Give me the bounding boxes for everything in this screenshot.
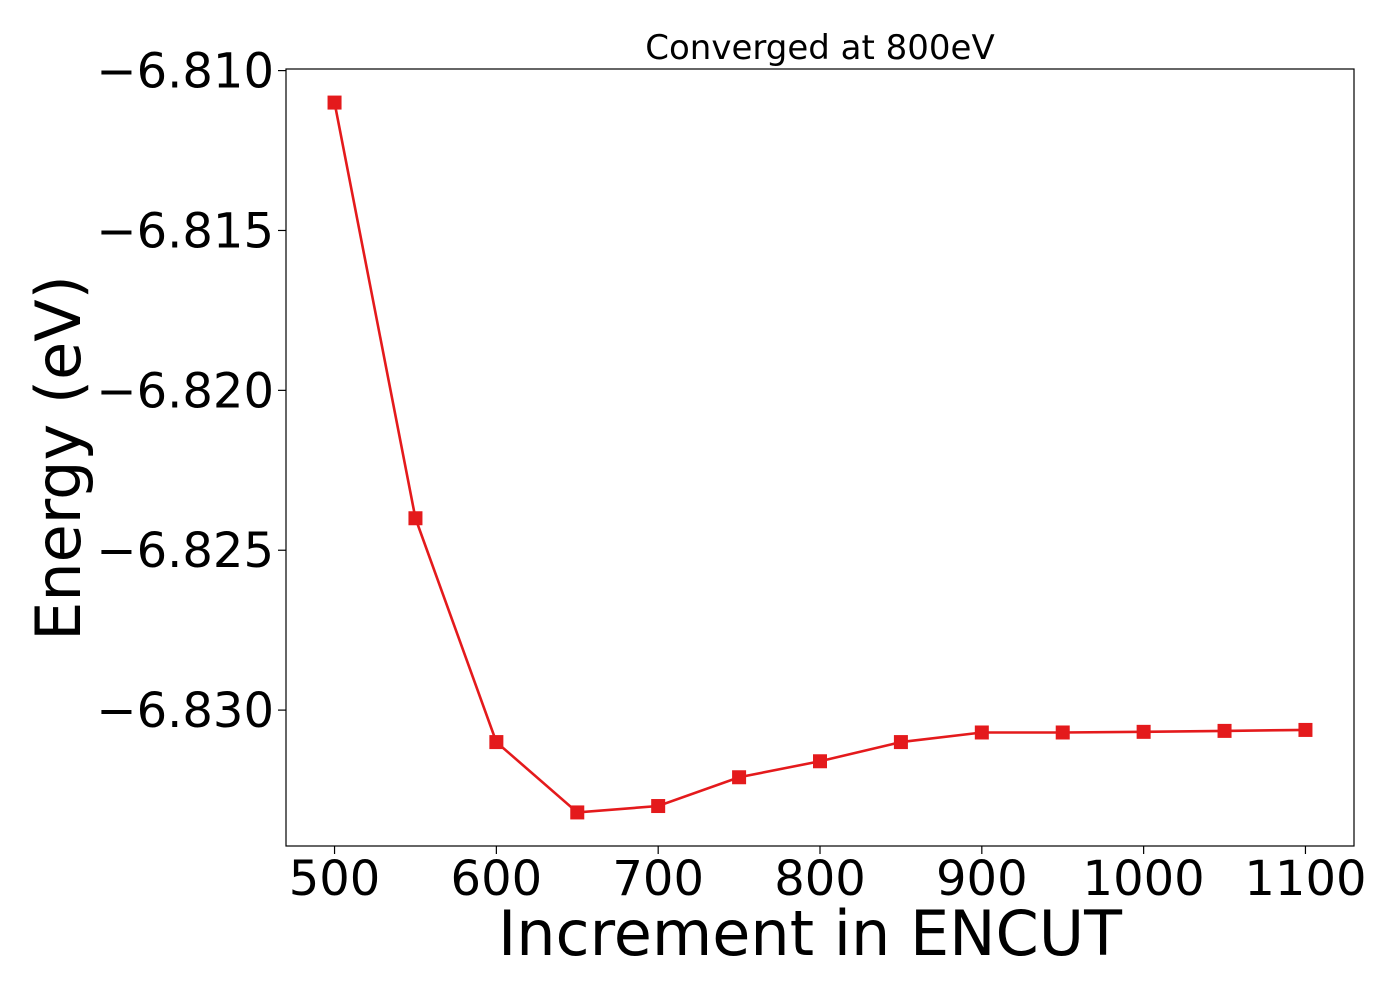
chart-title: Converged at 800eV bbox=[645, 28, 994, 68]
x-tick-label: 900 bbox=[936, 851, 1028, 907]
data-point-marker bbox=[1136, 724, 1151, 739]
y-axis-ticks: −6.810 −6.815 −6.820 −6.825 −6.830 bbox=[96, 44, 286, 739]
data-point-marker bbox=[974, 725, 989, 740]
data-point-marker bbox=[1217, 723, 1232, 738]
series-layer bbox=[327, 95, 1313, 820]
y-tick-label: −6.815 bbox=[96, 203, 274, 259]
data-point-marker bbox=[732, 770, 747, 785]
data-point-marker bbox=[893, 735, 908, 750]
plot-area-frame bbox=[285, 68, 1355, 847]
data-point-marker bbox=[813, 754, 827, 769]
x-tick-label: 500 bbox=[289, 851, 381, 907]
data-point-marker bbox=[651, 799, 666, 814]
x-axis-label: Increment in ENCUT bbox=[498, 897, 1123, 970]
data-point-marker bbox=[1055, 725, 1070, 740]
data-point-marker bbox=[1298, 722, 1313, 737]
y-tick-label: −6.825 bbox=[96, 523, 274, 579]
data-point-marker bbox=[570, 805, 585, 820]
y-tick-label: −6.810 bbox=[96, 44, 274, 100]
x-tick-label: 800 bbox=[774, 851, 866, 907]
y-axis-label: Energy (eV) bbox=[22, 275, 95, 641]
x-axis-ticks: 500 600 700 800 900 1000 1100 bbox=[289, 846, 1367, 907]
x-tick-label: 600 bbox=[451, 851, 543, 907]
y-tick-label: −6.830 bbox=[96, 683, 274, 739]
y-tick-label: −6.820 bbox=[96, 363, 274, 419]
series-line bbox=[333, 102, 1306, 814]
data-point-marker bbox=[408, 511, 423, 526]
x-tick-label: 700 bbox=[612, 851, 704, 907]
data-point-marker bbox=[489, 735, 504, 750]
data-point-marker bbox=[327, 95, 342, 110]
x-tick-label: 1100 bbox=[1244, 851, 1366, 907]
x-tick-label: 1000 bbox=[1083, 851, 1205, 907]
